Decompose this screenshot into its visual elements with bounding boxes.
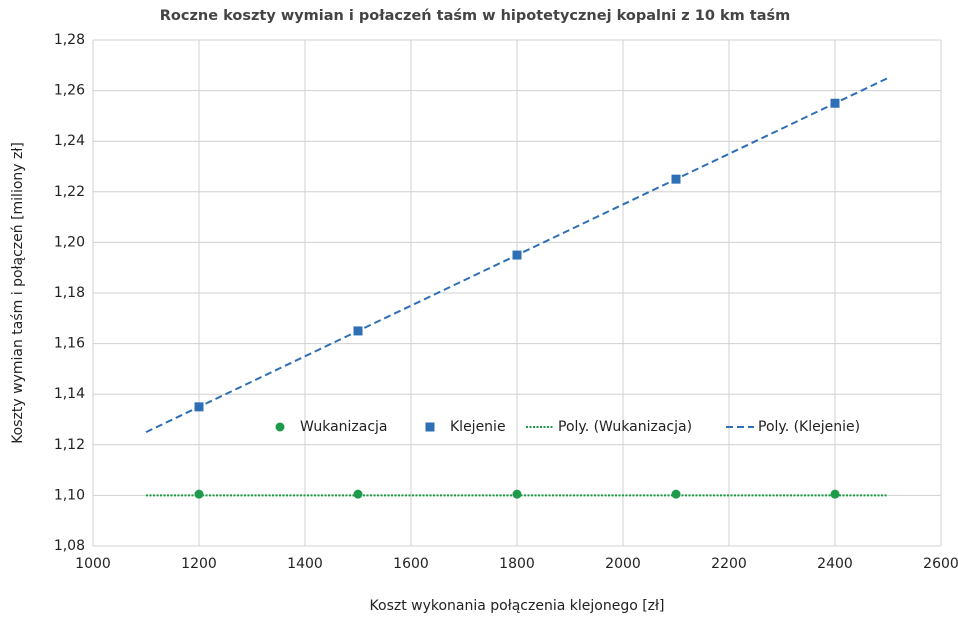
point — [353, 489, 363, 499]
y-tick-label: 1,28 — [54, 32, 85, 48]
point — [512, 489, 522, 499]
x-tick-label: 2200 — [711, 556, 747, 572]
y-axis-title: Koszty wymian taśm i połączeń [miliony z… — [10, 142, 26, 444]
y-tick-label: 1,18 — [54, 285, 85, 301]
point — [194, 489, 204, 499]
x-tick-label: 1200 — [181, 556, 217, 572]
y-tick-label: 1,10 — [54, 487, 85, 503]
x-tick-label: 1600 — [393, 556, 429, 572]
y-tick-label: 1,24 — [54, 133, 85, 149]
x-axis-title: Koszt wykonania połączenia klejonego [zł… — [370, 598, 665, 614]
y-tick-label: 1,20 — [54, 234, 85, 250]
chart-title: Roczne koszty wymian i połaczeń taśm w h… — [160, 8, 791, 24]
x-tick-label: 1000 — [75, 556, 111, 572]
trend-line — [145, 77, 889, 434]
x-tick-label: 1400 — [287, 556, 323, 572]
x-tick-label: 1800 — [499, 556, 535, 572]
y-tick-label: 1,22 — [54, 184, 85, 200]
y-tick-label: 1,26 — [54, 83, 85, 99]
x-tick-label: 2400 — [817, 556, 853, 572]
point — [830, 489, 840, 499]
y-tick-label: 1,14 — [54, 386, 85, 402]
y-tick-label: 1,12 — [54, 437, 85, 453]
y-tick-label: 1,16 — [54, 336, 85, 352]
legend-label: Klejenie — [450, 419, 506, 435]
point — [671, 489, 681, 499]
x-tick-label: 2600 — [923, 556, 958, 572]
legend-label: Poly. (Wukanizacja) — [558, 419, 692, 435]
legend-label: Wukanizacja — [300, 419, 388, 435]
x-tick-label: 2000 — [605, 556, 641, 572]
y-tick-label: 1,08 — [54, 538, 85, 554]
legend-marker — [275, 422, 285, 432]
legend-marker — [425, 422, 435, 432]
legend-label: Poly. (Klejenie) — [758, 419, 860, 435]
